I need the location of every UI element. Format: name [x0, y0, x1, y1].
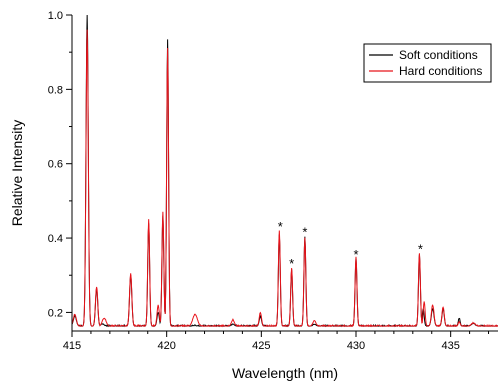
x-tick-label: 435: [441, 340, 459, 352]
peak-asterisk: *: [418, 241, 423, 256]
x-axis-label: Wavelength (nm): [232, 365, 338, 381]
peak-asterisk: *: [289, 256, 294, 271]
legend: Soft conditions Hard conditions: [363, 43, 492, 83]
y-tick-label: 1.0: [48, 10, 63, 22]
x-tick-label: 425: [252, 340, 270, 352]
y-tick-label: 0.6: [48, 159, 63, 171]
legend-label-soft: Soft conditions: [399, 48, 478, 62]
y-ticks: 0.2 0.4 0.6 0.8 1.0: [48, 10, 72, 319]
peak-asterisk: *: [353, 247, 358, 262]
x-tick-label: 430: [347, 340, 365, 352]
legend-box: [363, 43, 492, 83]
y-axis-label: Relative Intensity: [9, 120, 25, 227]
legend-label-hard: Hard conditions: [399, 64, 482, 78]
y-tick-label: 0.4: [48, 233, 63, 245]
series-layer: [71, 14, 498, 328]
y-tick-label: 0.8: [48, 84, 63, 96]
x-tick-label: 415: [63, 340, 81, 352]
hard-conditions-line: [71, 29, 498, 328]
annotations-layer: * * * * *: [278, 219, 423, 271]
peak-asterisk: *: [278, 219, 283, 234]
y-tick-label: 0.2: [48, 307, 63, 319]
x-tick-label: 420: [157, 340, 175, 352]
peak-asterisk: *: [302, 225, 307, 240]
x-ticks: 415 420 425 430 435: [63, 331, 490, 352]
